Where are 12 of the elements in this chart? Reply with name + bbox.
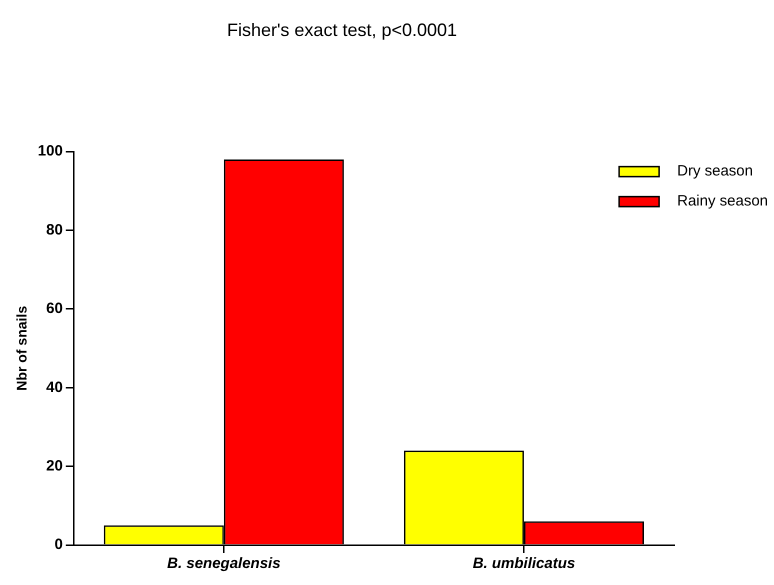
x-tick-label: B. senegalensis [167, 555, 281, 572]
y-tick-label: 80 [46, 221, 63, 238]
y-tick-label: 0 [54, 536, 63, 554]
y-tick-label: 100 [38, 142, 63, 160]
chart-title: Fisher's exact test, p<0.0001 [226, 20, 458, 40]
y-tick-label: 40 [46, 378, 63, 396]
legend-label: Dry season [677, 162, 753, 180]
y-tick-label: 20 [46, 457, 63, 474]
y-tick-label: 60 [46, 300, 63, 318]
y-axis-title: Nbr of snails [13, 306, 30, 391]
legend-label: Rainy season [677, 192, 768, 210]
x-tick-label: B. umbilicatus [472, 555, 576, 572]
